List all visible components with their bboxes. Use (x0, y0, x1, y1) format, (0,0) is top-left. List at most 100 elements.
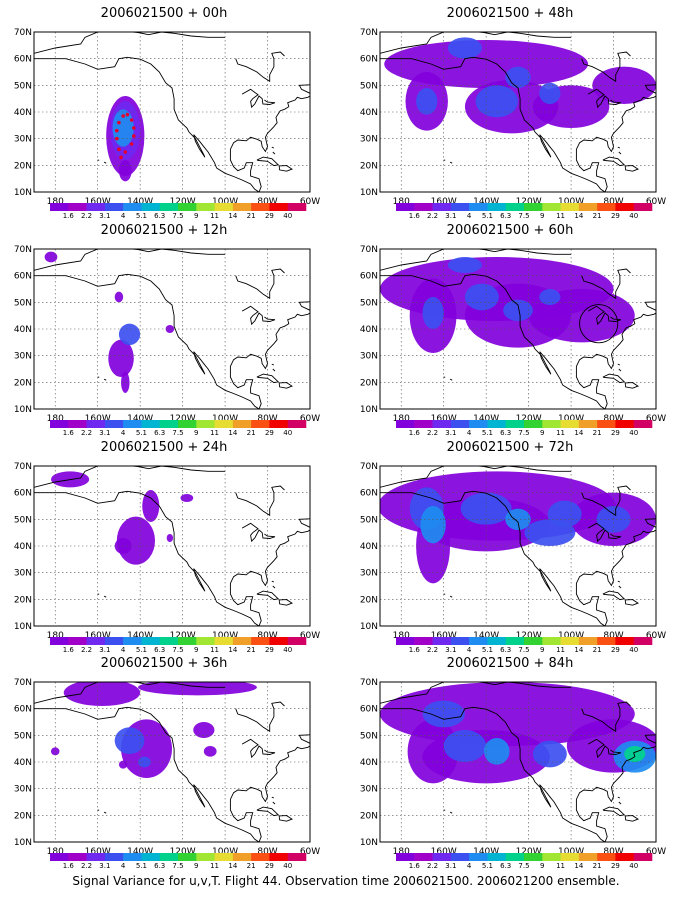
lat-label: 10N (14, 188, 32, 198)
coastline (271, 796, 275, 799)
map-panel-p00: 2006021500 + 00h 70N 60N 50N 40N 30N 20N 10N 180… (0, 6, 340, 220)
lat-label: 40N (360, 758, 378, 768)
colorbar-label: 4 (121, 862, 126, 870)
colorbar-segment (178, 637, 197, 645)
lat-label: 60N (360, 55, 378, 65)
lon-label: 80W (603, 197, 623, 207)
lon-label: 160W (431, 847, 457, 857)
colorbar-segment (141, 637, 161, 645)
lat-label: 50N (360, 731, 378, 741)
colorbar-segment (524, 203, 543, 211)
colorbar-label: 6.3 (154, 429, 165, 437)
colorbar-segment (560, 637, 580, 645)
map-frame (379, 31, 657, 193)
colorbar-label: 14 (228, 862, 237, 870)
coastline (256, 373, 280, 384)
panel-title: 2006021500 + 12h (100, 223, 228, 238)
observation-dot (129, 142, 134, 146)
colorbar-segment (450, 203, 470, 211)
variance-contour (118, 160, 132, 182)
coastline (617, 796, 621, 799)
colorbar-segment (86, 853, 106, 861)
lon-label: 60W (300, 414, 320, 424)
variance-contour (443, 730, 487, 762)
lon-label: 120W (516, 197, 542, 207)
coastline (34, 32, 226, 54)
colorbar-label: 7.5 (518, 212, 529, 220)
colorbar-segment (86, 637, 106, 645)
colorbar-segment (615, 853, 635, 861)
coastline (618, 151, 622, 155)
colorbar-segment (542, 637, 561, 645)
coastline (617, 580, 621, 583)
panel-title: 2006021500 + 48h (446, 6, 574, 21)
lat-label: 50N (14, 298, 32, 308)
variance-contour (44, 251, 58, 263)
coastline (103, 378, 107, 381)
coastline (624, 599, 639, 606)
coastline (103, 595, 107, 598)
colorbar-segment (68, 203, 87, 211)
colorbar-label: 6.3 (154, 212, 165, 220)
colorbar-segment (68, 853, 87, 861)
map-frame (33, 681, 311, 843)
colorbar-segment (542, 853, 561, 861)
lat-label: 10N (360, 405, 378, 415)
colorbar-label: 40 (283, 212, 292, 220)
variance-contour (166, 534, 174, 542)
colorbar-segment (50, 637, 69, 645)
colorbar-label: 21 (247, 212, 256, 220)
lon-label: 100W (212, 631, 238, 641)
colorbar-segment (287, 853, 307, 861)
colorbar-segment (214, 203, 234, 211)
lon-label: 60W (300, 631, 320, 641)
colorbar-label: 3.1 (445, 862, 456, 870)
variance-contour (138, 756, 151, 768)
coastline (241, 305, 276, 326)
lon-label: 140W (473, 197, 499, 207)
colorbar-label: 5.1 (136, 212, 147, 220)
colorbar-label: 21 (593, 646, 602, 654)
colorbar-segment (251, 853, 270, 861)
colorbar-segment (396, 420, 415, 428)
lat-label: 50N (14, 515, 32, 525)
coastline (241, 88, 276, 109)
colorbar-label: 11 (210, 862, 219, 870)
coastline (256, 156, 280, 167)
colorbar-segment (487, 637, 507, 645)
colorbar-label: 3.1 (99, 429, 110, 437)
lon-label: 180 (47, 631, 64, 641)
map-frame (379, 465, 657, 627)
map-panel-p84: 2006021500 + 84h 70N 60N 50N 40N 30N 20N 10N 180… (346, 656, 686, 870)
colorbar-segment (524, 420, 543, 428)
lon-label: 180 (47, 197, 64, 207)
lat-label: 70N (360, 245, 378, 255)
colorbar-label: 4 (467, 862, 472, 870)
lat-label: 70N (14, 245, 32, 255)
coastline (602, 590, 626, 601)
lat-label: 20N (360, 378, 378, 388)
colorbar-segment (542, 420, 561, 428)
coastline (618, 368, 622, 372)
variance-contour (165, 325, 175, 333)
coastline (380, 56, 606, 192)
map-frame (379, 248, 657, 410)
colorbar-label: 7.5 (172, 429, 183, 437)
coastline (449, 595, 453, 598)
coastline (235, 268, 285, 300)
colorbar-segment (414, 420, 433, 428)
coastline (235, 51, 285, 83)
colorbar-label: 9 (194, 429, 198, 437)
colorbar-segment (159, 203, 179, 211)
colorbar-label: 29 (265, 429, 274, 437)
lat-label: 40N (360, 108, 378, 118)
colorbar-segment (287, 203, 307, 211)
lon-label: 160W (431, 414, 457, 424)
colorbar-segment (178, 420, 197, 428)
colorbar-segment (615, 637, 635, 645)
coastline (298, 84, 310, 94)
colorbar-label: 2.2 (81, 212, 92, 220)
coastline (575, 529, 656, 626)
lat-label: 40N (14, 325, 32, 335)
colorbar-segment (104, 203, 124, 211)
